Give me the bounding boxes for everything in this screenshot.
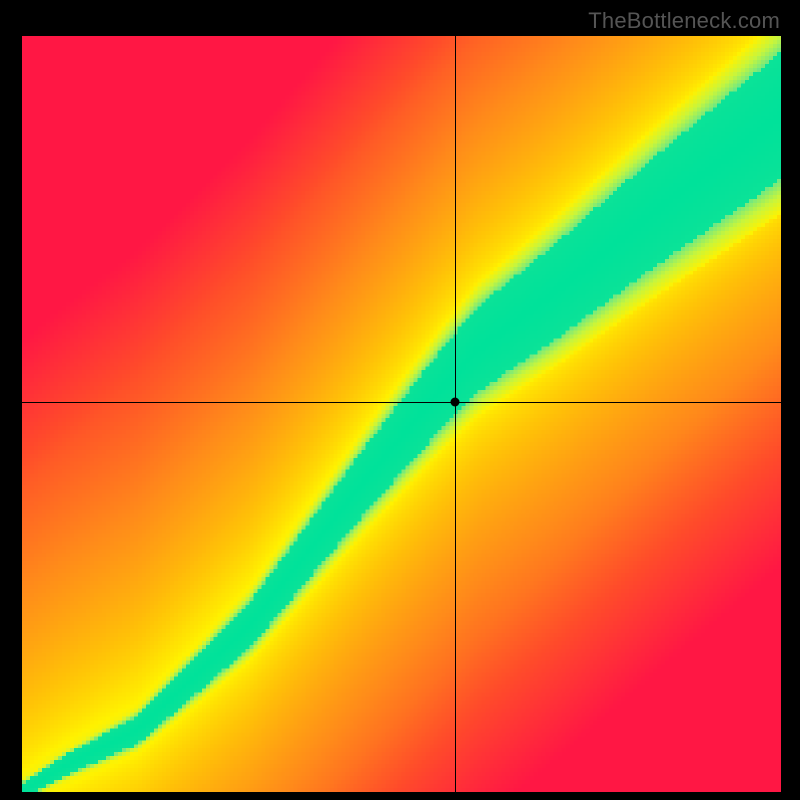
watermark-text: TheBottleneck.com [588, 8, 780, 34]
heatmap-canvas [22, 36, 781, 792]
crosshair-vertical [455, 36, 456, 792]
crosshair-marker [450, 397, 459, 406]
crosshair-horizontal [22, 402, 781, 403]
heatmap-plot [22, 36, 781, 792]
